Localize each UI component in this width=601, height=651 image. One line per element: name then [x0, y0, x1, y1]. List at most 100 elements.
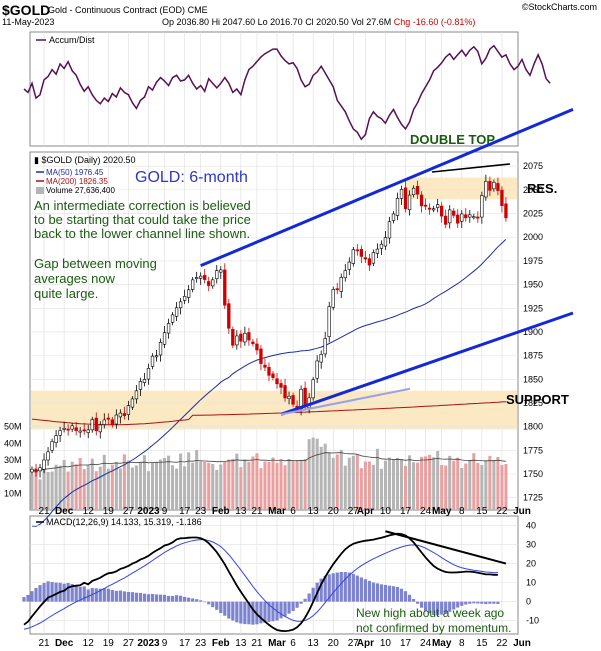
macd-histogram-bar [106, 588, 110, 602]
volume-bar [432, 457, 436, 510]
candle-body [182, 296, 187, 301]
candle-body [158, 342, 163, 356]
macd-histogram-bar [102, 588, 106, 602]
macd-histogram-bar [34, 587, 38, 602]
candle-body [227, 303, 231, 329]
macd-histogram-bar [126, 591, 131, 602]
macd-histogram-bar [355, 575, 359, 602]
volume-bar [395, 457, 400, 510]
volume-bar [195, 450, 199, 510]
volume-bar [142, 455, 146, 510]
macd-histogram-bar [98, 588, 102, 602]
quote-close: Cl 2020.50 [305, 17, 349, 27]
lower-channel-line [280, 311, 574, 416]
volume-bar [118, 468, 122, 510]
candle-body [460, 213, 464, 222]
candle-body [130, 398, 135, 408]
candle-body [86, 429, 90, 433]
volume-bar [78, 458, 82, 510]
candle-body [371, 252, 376, 264]
macd-histogram-bar [170, 595, 175, 602]
price-tick-label: 2050 [523, 185, 543, 195]
macd-histogram-bar [118, 590, 122, 602]
macd-histogram-bar [114, 590, 118, 602]
quote-high: Hi 2047.60 [211, 17, 256, 27]
candle-body [283, 385, 287, 399]
volume-bar [199, 461, 203, 510]
volume-tick-label: 30M [4, 455, 22, 465]
volume-ma-line [31, 452, 506, 472]
macd-histogram-bar [22, 597, 26, 602]
volume-bar [420, 456, 424, 510]
macd-histogram-bar [432, 601, 436, 615]
macd-histogram-bar [219, 601, 223, 614]
candle-body [403, 187, 408, 209]
macd-histogram-bar [339, 571, 343, 602]
x-tick-label: 9 [162, 506, 168, 517]
macd-histogram-bar [227, 601, 231, 619]
candle-body [452, 210, 456, 216]
macd-histogram-bar [444, 601, 448, 614]
volume-bar [367, 461, 371, 510]
candle-body [102, 419, 106, 425]
volume-bar [327, 452, 331, 510]
x-tick-label: 19 [103, 638, 115, 649]
macd-histogram-bar [211, 601, 215, 608]
x-tick-label: 24 [420, 638, 432, 649]
x-tick-label: Jun [513, 638, 531, 649]
macd-histogram-bar [154, 594, 159, 602]
x-tick-label: 10 [380, 506, 392, 517]
candle-body [231, 329, 235, 346]
candle-body [444, 215, 448, 225]
macd-histogram-bar [496, 601, 500, 604]
ma50-line [31, 239, 507, 527]
candle-body [411, 187, 416, 196]
quote-volume: Vol 27.6M [351, 17, 392, 27]
x-tick-label: 27 [123, 638, 135, 649]
accum-dist-legend: Accum/Dist [49, 35, 95, 45]
candle-body [74, 427, 78, 431]
macd-histogram-bar [243, 601, 247, 625]
candle-body [311, 379, 315, 399]
x-tick-label: 27 [348, 638, 360, 649]
x-tick-label: 17 [400, 638, 412, 649]
macd-histogram-bar [130, 592, 135, 602]
macd-histogram-bar [319, 578, 323, 602]
macd-tick-label: 10 [526, 578, 536, 588]
volume-bar [291, 460, 295, 510]
macd-histogram-bar [251, 601, 255, 625]
macd-histogram-bar [54, 582, 58, 602]
x-tick-label: 6 [290, 506, 296, 517]
volume-bar [126, 460, 130, 510]
price-tick-label: 1800 [523, 422, 543, 432]
x-tick-label: Apr [357, 638, 374, 649]
candle-body [110, 419, 114, 426]
macd-histogram-bar [295, 601, 299, 608]
volume-bar [460, 468, 464, 510]
x-tick-label: Mar [268, 638, 286, 649]
volume-bar [343, 465, 347, 510]
volume-bar [375, 448, 379, 510]
candle-body [138, 381, 143, 390]
volume-tick-label: 20M [4, 472, 22, 482]
volume-bar [323, 443, 327, 510]
volume-bar [440, 465, 444, 510]
candle-body [287, 395, 291, 400]
macd-histogram-bar [134, 592, 139, 602]
x-tick-label: 21 [38, 638, 50, 649]
candle-body [468, 214, 472, 218]
macd-histogram-bar [247, 601, 251, 625]
x-tick-label: Jun [513, 506, 531, 517]
volume-bar [159, 459, 163, 510]
macd-histogram-bar [395, 586, 400, 602]
macd-histogram-bar [488, 601, 492, 604]
macd-histogram-bar [142, 593, 147, 602]
volume-bar [102, 454, 106, 510]
macd-histogram-bar [179, 595, 183, 602]
candle-body [54, 435, 58, 443]
volume-tick-label: 10M [4, 488, 22, 498]
candle-body [423, 204, 428, 207]
macd-histogram-bar [215, 601, 219, 610]
candle-body [154, 355, 159, 358]
volume-bar [86, 465, 90, 510]
